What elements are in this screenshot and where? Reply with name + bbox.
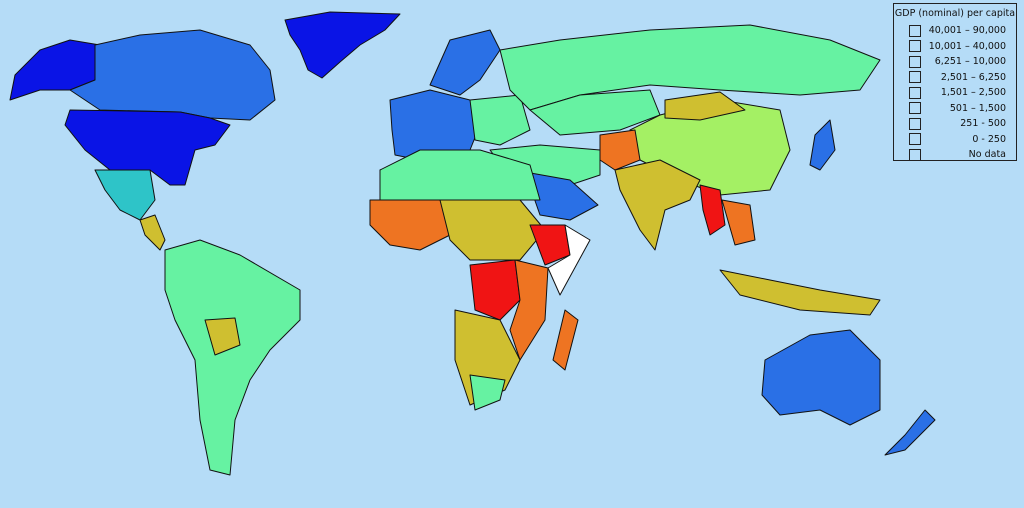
region-indochina [721, 199, 756, 246]
legend-swatch [909, 117, 921, 130]
legend-swatch [909, 55, 921, 68]
legend-title: GDP (nominal) per capita [894, 8, 1016, 19]
legend-item: 1,501 – 2,500 [894, 85, 1016, 101]
region-canada [69, 29, 276, 121]
region-afghanistan [599, 129, 641, 171]
legend-label: 501 – 1,500 [949, 102, 1006, 114]
region-madagascar [552, 309, 579, 371]
region-australia [761, 329, 881, 426]
legend-label: 0 - 250 [972, 133, 1006, 145]
region-central-africa [439, 199, 546, 261]
legend-swatch [909, 86, 921, 99]
region-indonesia [719, 269, 881, 316]
region-central-america [139, 214, 166, 251]
region-japan [809, 119, 836, 171]
legend-swatch [909, 71, 921, 84]
region-mexico [94, 169, 156, 221]
legend-item: 251 - 500 [894, 116, 1016, 132]
legend-swatch [909, 40, 921, 53]
legend-item: 10,001 – 40,000 [894, 39, 1016, 55]
region-scandinavia [429, 29, 501, 96]
region-mongolia [664, 91, 746, 121]
legend-label: 40,001 – 90,000 [928, 25, 1006, 37]
legend-swatch [909, 148, 921, 161]
legend-label: 6,251 – 10,000 [934, 56, 1006, 68]
region-bolivia [204, 317, 241, 356]
region-new-zealand [884, 409, 936, 456]
legend-label: 1,501 – 2,500 [940, 87, 1006, 99]
legend-swatch [909, 133, 921, 146]
region-drc [469, 259, 521, 321]
region-saudi-arabia [524, 171, 599, 221]
legend-swatch [909, 102, 921, 115]
legend-swatch [909, 24, 921, 37]
legend-item: 501 – 1,500 [894, 101, 1016, 117]
legend-label: 10,001 – 40,000 [928, 40, 1006, 52]
legend-label: 2,501 – 6,250 [940, 71, 1006, 83]
region-usa [64, 109, 231, 186]
region-greenland [284, 11, 401, 79]
legend-item: 40,001 – 90,000 [894, 23, 1016, 39]
legend-item: 2,501 – 6,250 [894, 70, 1016, 86]
legend-item: No data [894, 147, 1016, 163]
map-legend: GDP (nominal) per capita 40,001 – 90,000… [893, 3, 1017, 161]
legend-label: 251 - 500 [960, 118, 1006, 130]
region-myanmar [699, 184, 726, 236]
region-india [614, 159, 701, 251]
region-eastern-europe [469, 94, 531, 146]
region-south-america [164, 239, 301, 476]
legend-item: 6,251 – 10,000 [894, 54, 1016, 70]
region-south-africa [469, 374, 506, 411]
region-somalia [547, 224, 591, 296]
legend-label: No data [968, 149, 1006, 161]
legend-item: 0 - 250 [894, 132, 1016, 148]
